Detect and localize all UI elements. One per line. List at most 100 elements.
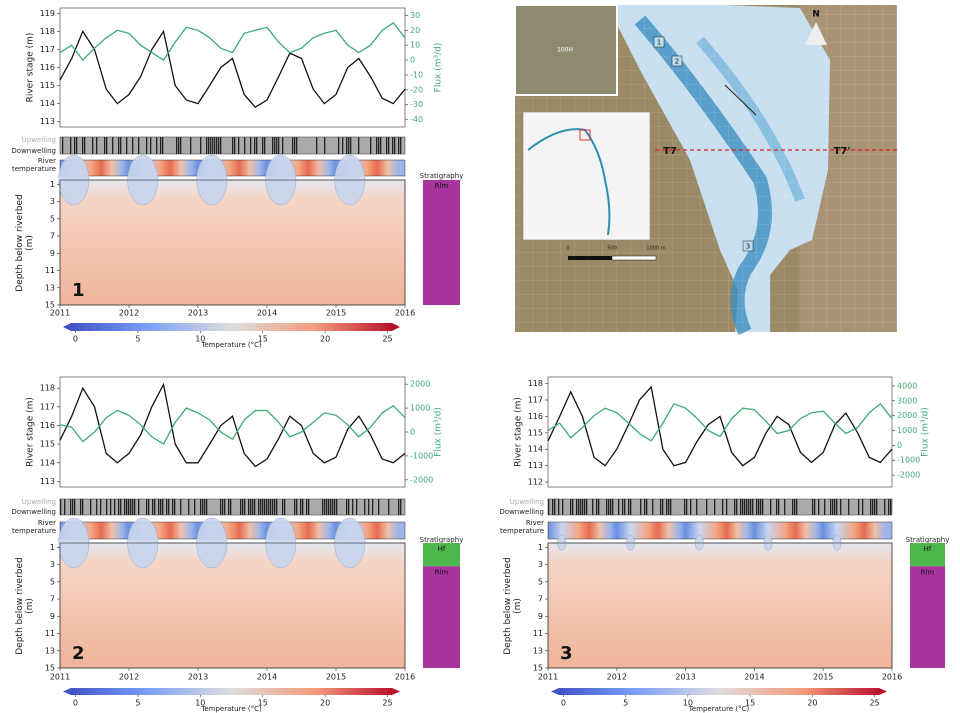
y2-tick-label: -30 [410,100,423,109]
transect-label: T7' [834,146,851,157]
x-tick-label: 2015 [326,309,346,318]
y2-tick-label: 1000 [410,404,430,413]
strip-stripe [646,499,648,515]
colorbar-tick-label: 10 [195,699,205,708]
depth-tick-label: 5 [50,214,55,223]
colorbar-tick-label: 10 [683,699,693,708]
strip-stripe [584,499,586,515]
strip-stripe [580,499,582,515]
strip-stripe [830,499,832,515]
strip-stripe [130,499,132,515]
strip-stripe [400,137,402,154]
strip-stripe [596,499,598,515]
north-label: N [812,10,820,20]
strip-stripe [126,137,128,154]
scale-label: 0 [566,246,569,252]
y-tick-label: 114 [528,445,543,454]
strip-stripe [178,137,180,154]
x-tick-label: 2015 [326,673,346,682]
y-axis-label: River stage (m) [514,397,524,467]
colorbar [63,323,400,331]
colorbar-tick-label: 0 [73,335,78,344]
strip-stripe [166,499,168,515]
y2-tick-label: -1000 [897,456,920,465]
strip-stripe [342,137,344,154]
y-tick-label: 112 [528,478,543,487]
colorbar-tick-label: 5 [135,335,140,344]
strip-stripe [316,137,318,154]
y-tick-label: 113 [40,477,55,486]
strip-stripe [870,499,872,515]
panel-label: 2 [72,643,85,664]
strip-stripe [228,499,230,515]
x-tick-label: 2011 [50,309,70,318]
strip-stripe [296,137,298,154]
strip-stripe [812,499,814,515]
x-tick-label: 2013 [188,309,208,318]
strip-stripe [890,499,892,515]
strip-stripe [758,499,760,515]
strip-stripe [302,499,304,515]
strip-stripe [72,499,74,515]
strip-stripe [368,499,370,515]
y-tick-label: 117 [40,45,55,54]
strip-stripe [762,499,764,515]
strip-stripe [150,137,152,154]
strip-stripe [168,499,170,515]
strip-stripe [132,499,134,515]
strip-stripe [834,499,836,515]
strip-stripe [400,499,402,515]
depth-tick-label: 1 [50,543,55,552]
strip-stripe [60,499,62,515]
strip-stripe [640,499,642,515]
strip-stripe [874,499,876,515]
y-tick-label: 116 [40,421,55,430]
strip-stripe [146,137,148,154]
strip-stripe [204,499,206,515]
point-label: 3 [746,243,750,251]
strip-stripe [194,499,196,515]
strip-stripe [348,499,350,515]
stratigraphy-layer [423,566,460,668]
strip-stripe [618,499,620,515]
strip-stripe [592,499,594,515]
strip-stripe [214,137,216,154]
y2-tick-label: 20 [410,26,420,35]
strip-stripe [112,137,114,154]
strip-stripe [232,137,234,154]
strip-stripe [570,499,572,515]
flow-arrow [724,84,757,116]
panel-label: 1 [72,280,85,301]
strip-stripe [266,499,268,515]
y2-tick-label: -10 [410,70,423,79]
strip-stripe [330,499,332,515]
depth-tick-label: 13 [45,646,55,655]
scale-bar [611,255,657,261]
strip-stripe [352,499,354,515]
layer-label: Hf [924,545,932,553]
strip-stripe [74,499,76,515]
colorbar-tick-label: 0 [561,699,566,708]
strip-stripe [160,499,162,515]
y2-tick-label: -20 [410,85,423,94]
series-line [547,402,893,442]
strip-stripe [740,499,742,515]
strip-stripe [70,137,72,154]
strip-stripe [254,499,256,515]
stratigraphy-label: Stratigraphy [906,536,950,544]
y-tick-label: 115 [528,428,543,437]
strip-stripe [284,499,286,515]
strip-stripe [814,499,816,515]
strip-stripe [690,499,692,515]
y2-tick-label: -2000 [897,471,920,480]
layer-label: Hf [438,545,446,553]
strip-stripe [200,499,202,515]
x-tick-label: 2014 [744,673,764,682]
depth-tick-label: 11 [45,266,55,275]
strip-stripe [332,499,334,515]
strip-stripe [660,499,662,515]
strip-stripe [282,137,284,154]
y-axis-label: River stage (m) [26,397,36,467]
strip-stripe [364,499,366,515]
strip-stripe [132,137,134,154]
